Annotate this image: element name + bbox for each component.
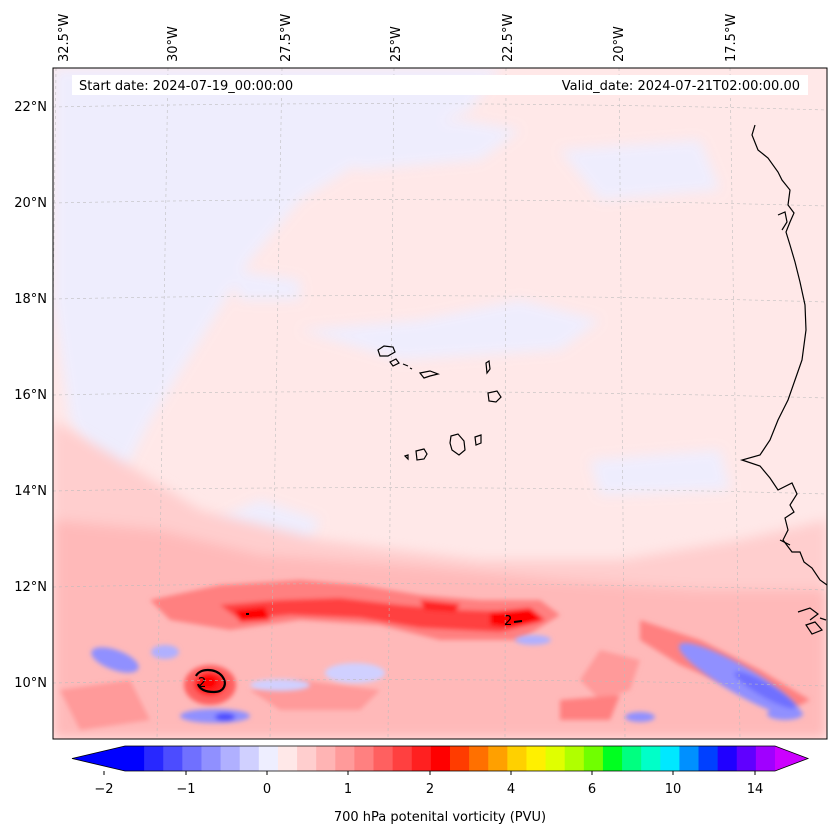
colorbar-tick: −1 (176, 782, 195, 797)
lon-label: 22.5°W (501, 14, 516, 62)
lon-label: 25°W (389, 26, 404, 62)
colorbar-segment (660, 746, 681, 771)
colorbar-segment (698, 746, 719, 771)
colorbar-segment (354, 746, 375, 771)
lon-label: 27.5°W (279, 14, 294, 62)
negative-pv-blobs (91, 635, 803, 723)
colorbar-segment (602, 746, 623, 771)
colorbar-segment (717, 746, 738, 771)
colorbar-label: 700 hPa potenital vorticity (PVU) (334, 810, 546, 825)
lat-label: 10°N (14, 676, 47, 691)
longitude-labels: 32.5°W 30°W 27.5°W 25°W 22.5°W 20°W 17.5… (57, 14, 739, 62)
gridlines (53, 68, 827, 739)
colorbar-tick: 10 (665, 782, 682, 797)
colorbar-segment (450, 746, 470, 771)
colorbar-segment (583, 746, 604, 771)
lon-label: 20°W (612, 26, 627, 62)
lat-label: 18°N (14, 292, 47, 307)
lat-label: 20°N (14, 196, 47, 211)
colorbar-segment (297, 746, 317, 771)
colorbar-segment (335, 746, 356, 771)
colorbar-segment (736, 746, 757, 771)
colorbar-segment (641, 746, 661, 771)
colorbar (71, 745, 810, 775)
colorbar-segment (239, 746, 260, 771)
colorbar-segment (411, 746, 432, 771)
colorbar-segment (564, 746, 585, 771)
map-panel: 2 2 (53, 68, 827, 739)
colorbar-segment (469, 746, 489, 771)
colorbar-segment (277, 746, 298, 771)
colorbar-segment (316, 746, 336, 771)
lat-label: 14°N (14, 484, 47, 499)
colorbar-segment (182, 746, 203, 771)
colorbar-tick: 14 (747, 782, 764, 797)
colorbar-tick: 4 (507, 782, 515, 797)
colorbar-ticks: −2 −1 0 1 2 4 6 10 14 (94, 782, 763, 797)
colorbar-segment (220, 746, 241, 771)
colorbar-tick: −2 (94, 782, 113, 797)
lat-label: 22°N (14, 100, 47, 115)
colorbar-segment (373, 746, 394, 771)
colorbar-tick: 1 (344, 782, 352, 797)
colorbar-segment (622, 746, 642, 771)
lon-label: 32.5°W (57, 14, 72, 62)
colorbar-segment (163, 746, 183, 771)
colorbar-segment (392, 746, 413, 771)
lon-label: 30°W (166, 26, 181, 62)
annotation-strip (72, 75, 808, 95)
colorbar-extend-min (72, 746, 125, 771)
colorbar-extend-max (775, 746, 808, 771)
colorbar-tick: 6 (588, 782, 596, 797)
map-frame (52, 67, 828, 740)
colorbar-segment (545, 746, 566, 771)
colorbar-segment (507, 746, 528, 771)
colorbar-segment (755, 746, 776, 771)
colorbar-segment (201, 746, 222, 771)
colorbar-segment (144, 746, 164, 771)
colorbar-segment (258, 746, 279, 771)
colorbar-segment (430, 746, 451, 771)
lat-label: 12°N (14, 580, 47, 595)
colorbar-segment (488, 746, 508, 771)
colorbar-tick: 2 (426, 782, 434, 797)
contour-label-vortex: 2 (198, 676, 206, 691)
lon-label: 17.5°W (724, 14, 739, 62)
start-date-label: Start date: 2024-07-19_00:00:00 (79, 79, 293, 94)
colorbar-tick: 0 (263, 782, 271, 797)
latitude-labels: 22°N 20°N 18°N 16°N 14°N 12°N 10°N (14, 100, 47, 691)
africa-coastline (739, 124, 827, 635)
colorbar-segment (679, 746, 700, 771)
colorbar-outline (71, 745, 810, 772)
colorbar-segment (526, 746, 547, 771)
lat-label: 16°N (14, 388, 47, 403)
contour-2pvu (195, 613, 523, 694)
contour-label-east: 2 (504, 614, 512, 629)
valid-date-label: Valid_date: 2024-07-21T02:00:00.00 (562, 79, 800, 94)
colorbar-segment (125, 746, 145, 771)
cape-verde-islands (377, 345, 502, 461)
